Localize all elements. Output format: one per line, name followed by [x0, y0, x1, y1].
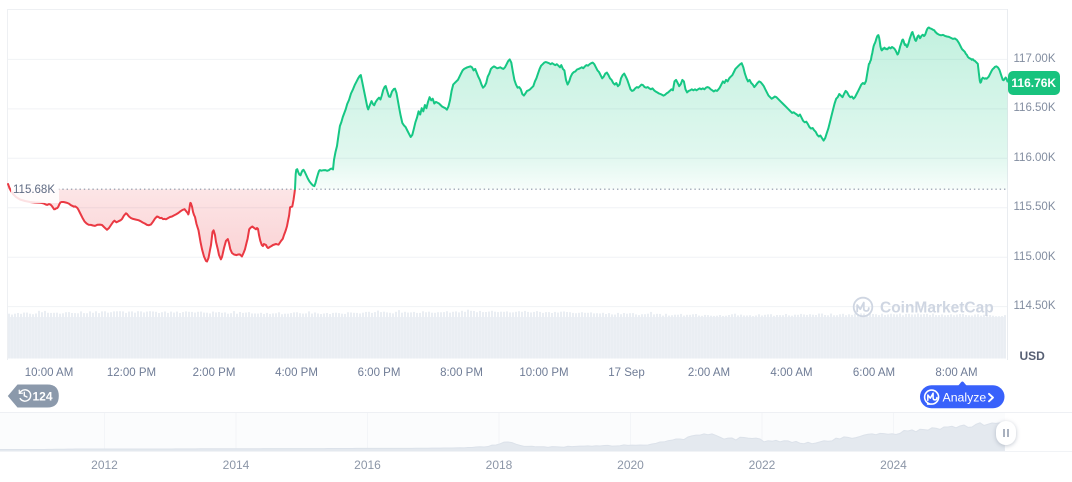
svg-text:CoinMarketCap: CoinMarketCap [880, 300, 994, 317]
svg-text:124: 124 [33, 389, 53, 403]
svg-text:Analyze: Analyze [943, 390, 987, 404]
